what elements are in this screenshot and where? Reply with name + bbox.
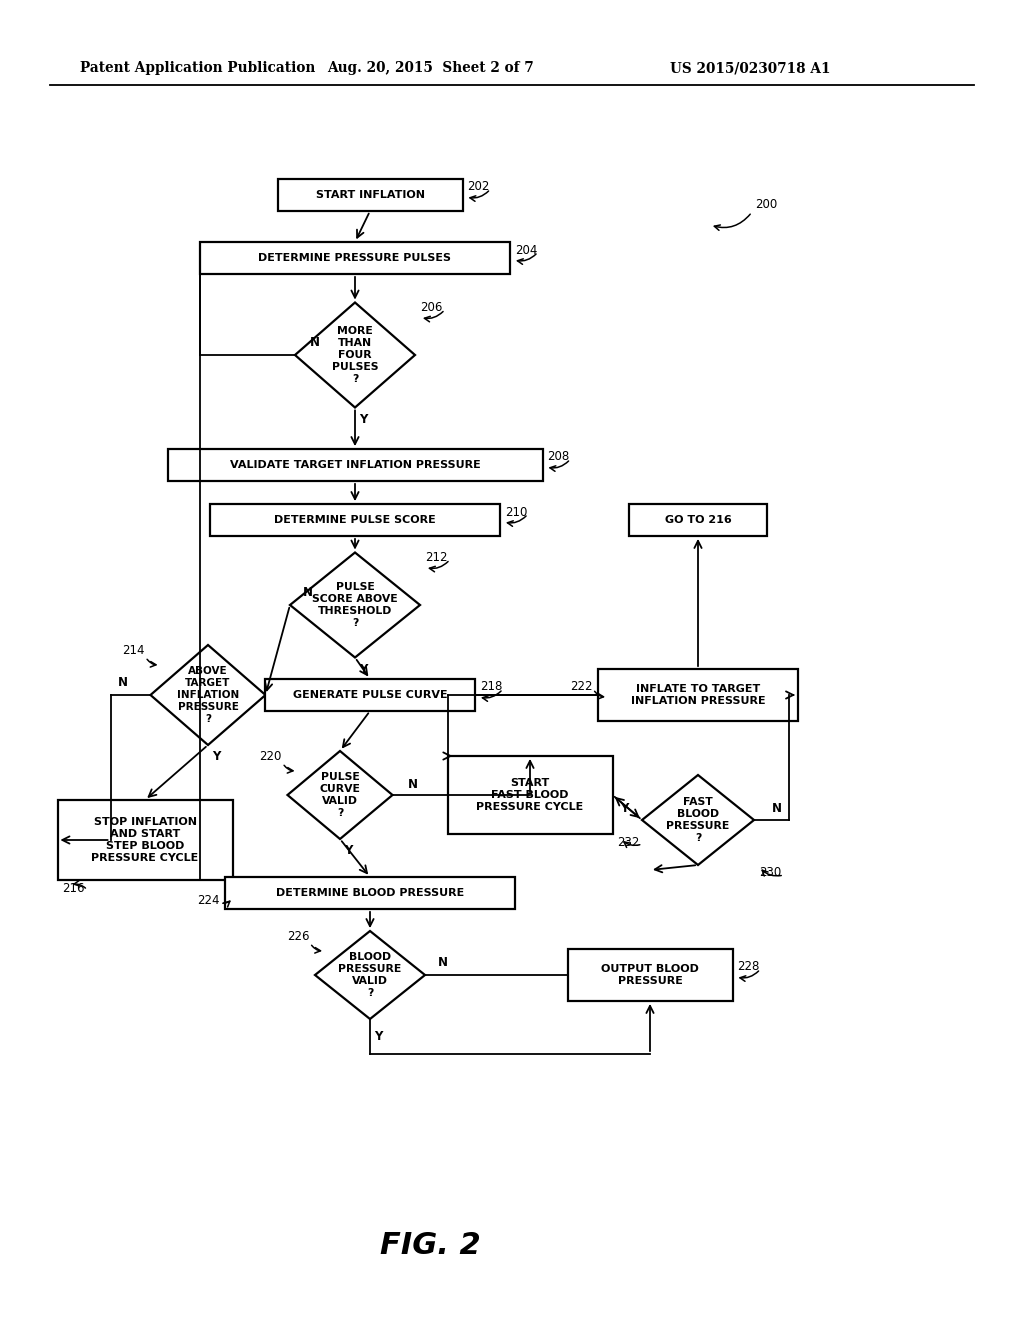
FancyArrowPatch shape <box>311 945 321 953</box>
Text: Patent Application Publication: Patent Application Publication <box>80 61 315 75</box>
FancyArrowPatch shape <box>740 972 759 981</box>
Text: MORE
THAN
FOUR
PULSES
?: MORE THAN FOUR PULSES ? <box>332 326 378 384</box>
Text: STOP INFLATION
AND START
STEP BLOOD
PRESSURE CYCLE: STOP INFLATION AND START STEP BLOOD PRES… <box>91 817 199 863</box>
Text: INFLATE TO TARGET
INFLATION PRESSURE: INFLATE TO TARGET INFLATION PRESSURE <box>631 684 765 706</box>
Bar <box>265 678 475 711</box>
Polygon shape <box>290 553 420 657</box>
Polygon shape <box>151 645 265 744</box>
Text: 232: 232 <box>617 836 640 849</box>
Text: ABOVE
TARGET
INFLATION
PRESSURE
?: ABOVE TARGET INFLATION PRESSURE ? <box>177 667 240 723</box>
Text: PULSE
SCORE ABOVE
THRESHOLD
?: PULSE SCORE ABOVE THRESHOLD ? <box>312 582 397 628</box>
Text: FAST
BLOOD
PRESSURE
?: FAST BLOOD PRESSURE ? <box>667 797 730 843</box>
Text: US 2015/0230718 A1: US 2015/0230718 A1 <box>670 61 830 75</box>
Bar <box>447 756 612 834</box>
Text: Aug. 20, 2015  Sheet 2 of 7: Aug. 20, 2015 Sheet 2 of 7 <box>327 61 534 75</box>
Text: START INFLATION: START INFLATION <box>315 190 425 201</box>
Text: 208: 208 <box>548 450 569 463</box>
Text: Y: Y <box>620 801 628 814</box>
Text: BLOOD
PRESSURE
VALID
?: BLOOD PRESSURE VALID ? <box>338 952 401 998</box>
FancyArrowPatch shape <box>624 842 640 847</box>
FancyArrowPatch shape <box>517 253 537 264</box>
Text: N: N <box>438 957 449 969</box>
Text: 226: 226 <box>287 929 309 942</box>
Text: N: N <box>303 586 313 599</box>
Text: 220: 220 <box>259 750 282 763</box>
Polygon shape <box>295 302 415 408</box>
Bar <box>278 180 463 211</box>
Text: N: N <box>772 801 782 814</box>
Text: 204: 204 <box>515 243 538 256</box>
FancyArrowPatch shape <box>550 461 568 471</box>
Bar <box>57 800 232 880</box>
Text: START
FAST BLOOD
PRESSURE CYCLE: START FAST BLOOD PRESSURE CYCLE <box>476 777 584 812</box>
Text: FIG. 2: FIG. 2 <box>380 1230 480 1259</box>
Bar <box>567 949 732 1001</box>
FancyArrowPatch shape <box>74 880 85 888</box>
Text: GENERATE PULSE CURVE: GENERATE PULSE CURVE <box>293 690 447 700</box>
FancyArrowPatch shape <box>223 902 229 907</box>
Text: Y: Y <box>358 663 368 676</box>
Text: 218: 218 <box>480 681 503 693</box>
FancyArrowPatch shape <box>147 659 156 667</box>
Text: DETERMINE PULSE SCORE: DETERMINE PULSE SCORE <box>274 515 436 525</box>
Text: 206: 206 <box>420 301 442 314</box>
Text: 216: 216 <box>62 882 85 895</box>
Bar <box>200 242 510 275</box>
Text: 210: 210 <box>505 506 527 519</box>
FancyArrowPatch shape <box>482 690 501 701</box>
Polygon shape <box>315 931 425 1019</box>
Polygon shape <box>642 775 754 865</box>
Text: 224: 224 <box>197 895 219 908</box>
Text: 214: 214 <box>123 644 145 656</box>
Bar <box>210 504 500 536</box>
Text: DETERMINE BLOOD PRESSURE: DETERMINE BLOOD PRESSURE <box>275 888 464 898</box>
Text: N: N <box>408 779 418 792</box>
Text: GO TO 216: GO TO 216 <box>665 515 731 525</box>
Polygon shape <box>288 751 392 840</box>
FancyArrowPatch shape <box>470 191 488 202</box>
Text: DETERMINE PRESSURE PULSES: DETERMINE PRESSURE PULSES <box>258 253 452 263</box>
FancyArrowPatch shape <box>284 766 293 774</box>
Bar <box>225 876 515 909</box>
Text: PULSE
CURVE
VALID
?: PULSE CURVE VALID ? <box>319 772 360 818</box>
Text: Y: Y <box>344 845 352 858</box>
Text: N: N <box>310 337 319 350</box>
Text: 222: 222 <box>570 681 593 693</box>
Text: 228: 228 <box>737 961 760 974</box>
Text: Y: Y <box>358 413 368 426</box>
FancyArrowPatch shape <box>429 561 449 572</box>
Bar <box>598 669 798 721</box>
Text: Y: Y <box>212 751 220 763</box>
FancyArrowPatch shape <box>715 214 751 230</box>
Text: VALIDATE TARGET INFLATION PRESSURE: VALIDATE TARGET INFLATION PRESSURE <box>229 459 480 470</box>
Text: 202: 202 <box>468 181 489 194</box>
FancyArrowPatch shape <box>595 692 603 700</box>
FancyArrowPatch shape <box>424 312 443 322</box>
FancyArrowPatch shape <box>508 516 526 527</box>
Text: 200: 200 <box>755 198 777 211</box>
Text: 212: 212 <box>425 550 447 564</box>
Text: OUTPUT BLOOD
PRESSURE: OUTPUT BLOOD PRESSURE <box>601 964 699 986</box>
Text: Y: Y <box>374 1031 382 1044</box>
Bar <box>629 504 767 536</box>
Text: N: N <box>118 676 128 689</box>
Text: 230: 230 <box>759 866 781 879</box>
FancyArrowPatch shape <box>762 870 781 876</box>
Bar <box>168 449 543 480</box>
